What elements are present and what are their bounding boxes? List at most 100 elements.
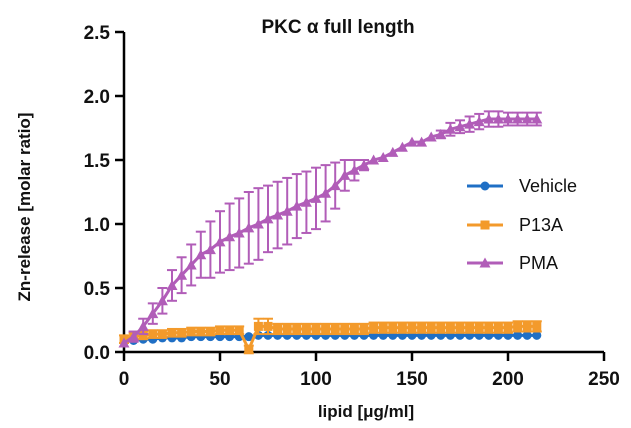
data-point-pma bbox=[204, 244, 216, 255]
data-point-vehicle bbox=[532, 330, 542, 340]
data-point-pma bbox=[406, 136, 418, 147]
data-point-pma bbox=[195, 249, 207, 260]
data-point-p13a bbox=[407, 323, 417, 333]
legend-marker-pma bbox=[479, 257, 491, 268]
data-point-pma bbox=[425, 131, 437, 142]
x-tick-label: 250 bbox=[588, 369, 620, 390]
data-point-pma bbox=[291, 200, 303, 211]
data-point-pma bbox=[396, 141, 408, 152]
data-point-pma bbox=[329, 180, 341, 191]
series-line-pma bbox=[123, 117, 537, 345]
x-tick-label: 50 bbox=[209, 369, 230, 390]
data-point-vehicle bbox=[244, 332, 254, 342]
data-point-p13a bbox=[263, 321, 273, 331]
x-tick-label: 150 bbox=[396, 369, 428, 390]
legend-label-vehicle: Vehicle bbox=[519, 176, 577, 196]
data-point-p13a bbox=[157, 329, 167, 339]
data-point-p13a bbox=[340, 324, 350, 334]
data-point-pma bbox=[310, 192, 322, 203]
data-point-pma bbox=[521, 113, 533, 124]
data-point-p13a bbox=[503, 323, 513, 333]
data-point-p13a bbox=[186, 327, 196, 337]
data-point-pma bbox=[512, 113, 524, 124]
series-p13a bbox=[119, 317, 542, 355]
data-point-p13a bbox=[388, 323, 398, 333]
plot-area bbox=[118, 110, 543, 355]
x-axis-ticks: 0 50 100 150 200 250 bbox=[119, 352, 620, 390]
data-point-pma bbox=[416, 136, 428, 147]
data-point-pma bbox=[339, 169, 351, 180]
data-point-pma bbox=[435, 128, 447, 139]
data-point-p13a bbox=[244, 344, 254, 354]
data-point-pma bbox=[473, 116, 485, 127]
data-point-pma bbox=[281, 205, 293, 216]
y-tick-label: 1.0 bbox=[84, 215, 110, 236]
data-point-vehicle bbox=[522, 330, 532, 340]
data-point-p13a bbox=[253, 321, 263, 331]
data-point-pma bbox=[300, 196, 312, 207]
data-point-p13a bbox=[225, 325, 235, 335]
data-point-pma bbox=[464, 118, 476, 129]
data-point-pma bbox=[137, 320, 149, 331]
data-point-pma bbox=[156, 295, 168, 306]
data-point-p13a bbox=[465, 323, 475, 333]
data-point-pma bbox=[358, 159, 370, 170]
data-point-p13a bbox=[378, 323, 388, 333]
data-point-pma bbox=[377, 151, 389, 162]
data-point-p13a bbox=[445, 323, 455, 333]
y-tick-label: 0.0 bbox=[84, 343, 110, 364]
data-point-pma bbox=[320, 187, 332, 198]
data-point-p13a bbox=[282, 324, 292, 334]
data-point-p13a bbox=[215, 325, 225, 335]
data-point-p13a bbox=[330, 324, 340, 334]
legend-label-p13a: P13A bbox=[519, 215, 563, 235]
data-point-p13a bbox=[484, 323, 494, 333]
data-point-pma bbox=[348, 164, 360, 175]
y-tick-label: 1.5 bbox=[84, 151, 111, 172]
data-point-pma bbox=[128, 331, 140, 342]
data-point-pma bbox=[224, 231, 236, 242]
data-point-pma bbox=[502, 113, 514, 124]
data-point-pma bbox=[252, 218, 264, 229]
data-point-p13a bbox=[513, 321, 523, 331]
data-point-pma bbox=[531, 113, 543, 124]
data-point-pma bbox=[387, 146, 399, 157]
data-point-pma bbox=[243, 222, 255, 233]
x-axis-label: lipid [μg/ml] bbox=[318, 402, 414, 421]
data-point-p13a bbox=[522, 321, 532, 331]
y-axis-ticks: 0.0 0.5 1.0 1.5 2.0 2.5 bbox=[84, 23, 124, 364]
data-point-p13a bbox=[273, 324, 283, 334]
y-tick-label: 0.5 bbox=[84, 279, 111, 300]
data-point-pma bbox=[176, 269, 188, 280]
data-point-p13a bbox=[532, 321, 542, 331]
data-point-pma bbox=[454, 121, 466, 132]
data-point-p13a bbox=[493, 323, 503, 333]
data-point-vehicle bbox=[513, 330, 523, 340]
data-point-p13a bbox=[177, 328, 187, 338]
x-tick-label: 200 bbox=[492, 369, 524, 390]
y-axis-label: Zn-release [molar ratio] bbox=[15, 113, 34, 302]
data-point-pma bbox=[272, 209, 284, 220]
data-point-p13a bbox=[321, 324, 331, 334]
data-point-p13a bbox=[349, 324, 359, 334]
data-point-pma bbox=[166, 279, 178, 290]
data-point-p13a bbox=[234, 325, 244, 335]
series-pma bbox=[118, 110, 543, 348]
data-point-pma bbox=[262, 213, 274, 224]
data-point-p13a bbox=[369, 323, 379, 333]
data-point-p13a bbox=[205, 327, 215, 337]
data-point-pma bbox=[368, 154, 380, 165]
data-point-p13a bbox=[292, 324, 302, 334]
data-point-pma bbox=[147, 308, 159, 319]
data-point-p13a bbox=[474, 323, 484, 333]
data-point-p13a bbox=[417, 323, 427, 333]
y-tick-label: 2.5 bbox=[84, 23, 111, 44]
data-point-pma bbox=[185, 259, 197, 270]
data-point-p13a bbox=[138, 330, 148, 340]
chart-title: PKC α full length bbox=[261, 17, 414, 38]
x-tick-label: 0 bbox=[119, 369, 130, 390]
data-point-pma bbox=[214, 236, 226, 247]
data-point-p13a bbox=[455, 323, 465, 333]
data-point-p13a bbox=[436, 323, 446, 333]
